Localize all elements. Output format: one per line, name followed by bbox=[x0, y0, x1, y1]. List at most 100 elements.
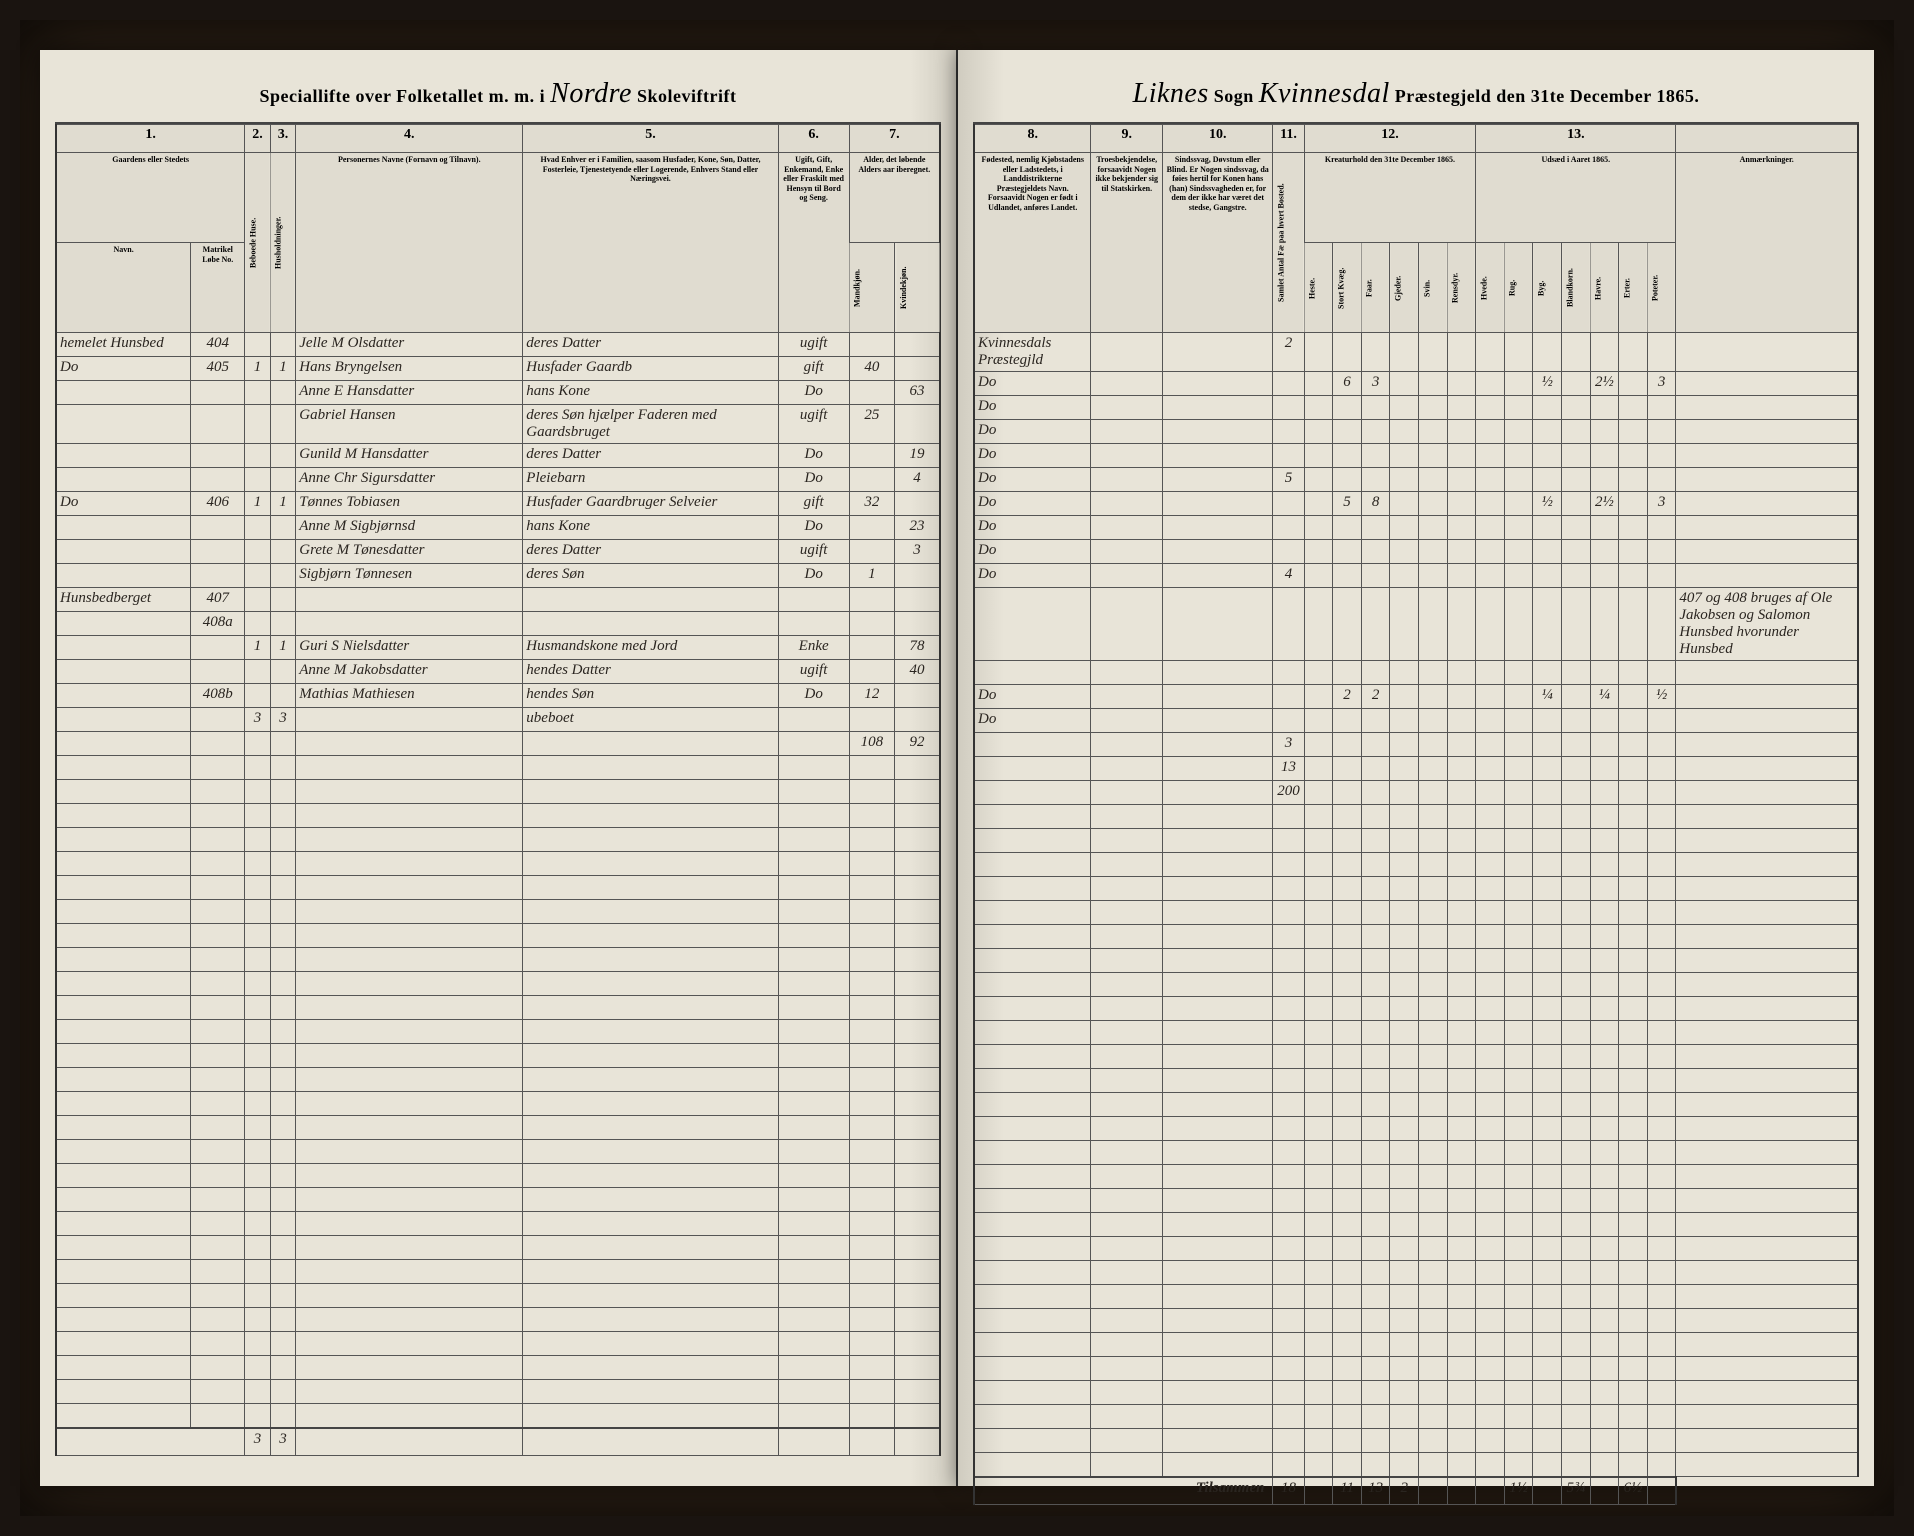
cell-age-f bbox=[895, 492, 940, 516]
h7: Alder, det løbende Alders aar iberegnet. bbox=[849, 153, 940, 243]
cell-livestock-1 bbox=[1333, 444, 1362, 468]
cell-crop-5 bbox=[1619, 444, 1648, 468]
cell-hus bbox=[245, 564, 271, 588]
empty-row bbox=[56, 804, 940, 828]
cell-role: deres Datter bbox=[523, 540, 778, 564]
cell-livestock-4 bbox=[1419, 372, 1448, 396]
cell-crop-0 bbox=[1476, 516, 1505, 540]
table-row: 408b Mathias Mathiesen hendes Søn Do 12 bbox=[56, 684, 940, 708]
col8-num: 8. bbox=[974, 125, 1091, 153]
cell-cond bbox=[1162, 588, 1272, 661]
cell-livestock-2 bbox=[1361, 709, 1390, 733]
empty-row bbox=[56, 1092, 940, 1116]
cell-crop-5 bbox=[1619, 468, 1648, 492]
cell-livestock-3 bbox=[1390, 661, 1419, 685]
table-row: 407 og 408 bruges af Ole Jakobsen og Sal… bbox=[974, 588, 1858, 661]
cell-place bbox=[56, 516, 191, 540]
cell-name bbox=[296, 612, 523, 636]
cell-crop-6: 3 bbox=[1647, 372, 1676, 396]
cell-livestock-1 bbox=[1333, 420, 1362, 444]
cell-hh: 3 bbox=[270, 708, 296, 732]
cell-livestock-4 bbox=[1419, 661, 1448, 685]
cell-civil: Do bbox=[778, 468, 849, 492]
cell-cond bbox=[1162, 757, 1272, 781]
cell-col11: 3 bbox=[1273, 733, 1304, 757]
table-row: hemelet Hunsbed 404 Jelle M Olsdatter de… bbox=[56, 333, 940, 357]
cell-remarks bbox=[1676, 420, 1858, 444]
empty-row bbox=[974, 1117, 1858, 1141]
empty-row bbox=[974, 1453, 1858, 1477]
cell-livestock-1: 2 bbox=[1333, 685, 1362, 709]
district-name: Nordre bbox=[550, 78, 632, 109]
cell-livestock-3 bbox=[1390, 709, 1419, 733]
cell-crop-5 bbox=[1619, 333, 1648, 372]
cell-age-f: 19 bbox=[895, 444, 940, 468]
empty-row bbox=[974, 853, 1858, 877]
parish-name: Kvinnesdal bbox=[1259, 78, 1390, 109]
empty-row bbox=[56, 972, 940, 996]
cell-age-m bbox=[849, 588, 894, 612]
cell-hh bbox=[270, 684, 296, 708]
fv6 bbox=[1447, 1477, 1476, 1505]
cell-role: deres Søn hjælper Faderen med Gaardsbrug… bbox=[523, 405, 778, 444]
cell-birthplace: Do bbox=[974, 709, 1091, 733]
cell-crop-1 bbox=[1504, 540, 1533, 564]
cell-crop-5 bbox=[1619, 492, 1648, 516]
cell-cond bbox=[1162, 540, 1272, 564]
cell-livestock-1: 5 bbox=[1333, 492, 1362, 516]
cell-livestock-3 bbox=[1390, 444, 1419, 468]
h12a: Heste. bbox=[1304, 243, 1333, 333]
cell-crop-3 bbox=[1562, 709, 1591, 733]
empty-row bbox=[974, 1285, 1858, 1309]
cell-place: hemelet Hunsbed bbox=[56, 333, 191, 357]
cell-age-m bbox=[849, 333, 894, 357]
cell-livestock-2: 2 bbox=[1361, 685, 1390, 709]
footer-label: Tilsammen bbox=[974, 1477, 1273, 1505]
h13b: Rug. bbox=[1504, 243, 1533, 333]
cell-livestock-5 bbox=[1447, 396, 1476, 420]
cell-crop-1 bbox=[1504, 709, 1533, 733]
h3: Husholdninger. bbox=[270, 153, 296, 333]
cell-livestock-4 bbox=[1419, 588, 1448, 661]
cell-crop-0 bbox=[1476, 444, 1505, 468]
cell-role: hendes Datter bbox=[523, 660, 778, 684]
cell-hh bbox=[270, 333, 296, 357]
h10: Sindssvag, Døvstum eller Blind. Er Nogen… bbox=[1162, 153, 1272, 333]
cell-livestock-2 bbox=[1361, 757, 1390, 781]
cell-mno bbox=[191, 516, 245, 540]
cell-civil: gift bbox=[778, 357, 849, 381]
empty-row bbox=[974, 1357, 1858, 1381]
cell-birthplace bbox=[974, 588, 1091, 661]
empty-row bbox=[56, 1116, 940, 1140]
fv3: 13 bbox=[1361, 1477, 1390, 1505]
cell-name: Grete M Tønesdatter bbox=[296, 540, 523, 564]
cell-livestock-2 bbox=[1361, 661, 1390, 685]
cell-place bbox=[56, 564, 191, 588]
cell-birthplace: Do bbox=[974, 685, 1091, 709]
cell-hh bbox=[270, 468, 296, 492]
empty-row bbox=[56, 1380, 940, 1404]
cell-mno: 404 bbox=[191, 333, 245, 357]
cell-livestock-1 bbox=[1333, 588, 1362, 661]
cell-civil: ugift bbox=[778, 405, 849, 444]
cell-role bbox=[523, 588, 778, 612]
cell-name: Tønnes Tobiasen bbox=[296, 492, 523, 516]
cell-crop-6 bbox=[1647, 516, 1676, 540]
cell-age-m bbox=[849, 708, 894, 732]
cell-remarks bbox=[1676, 564, 1858, 588]
cell-age-f bbox=[895, 564, 940, 588]
cell-name bbox=[296, 708, 523, 732]
cell-livestock-5 bbox=[1447, 444, 1476, 468]
cell-livestock-3 bbox=[1390, 685, 1419, 709]
empty-row bbox=[56, 1140, 940, 1164]
cell-crop-0 bbox=[1476, 685, 1505, 709]
cell-hh bbox=[270, 405, 296, 444]
h7a: Mandkjøn. bbox=[849, 243, 894, 333]
col4-num: 4. bbox=[296, 125, 523, 153]
cell-mno bbox=[191, 381, 245, 405]
cell-role: deres Datter bbox=[523, 444, 778, 468]
cell-livestock-5 bbox=[1447, 733, 1476, 757]
empty-row bbox=[56, 780, 940, 804]
cell-age-f bbox=[895, 588, 940, 612]
cell-mno: 405 bbox=[191, 357, 245, 381]
